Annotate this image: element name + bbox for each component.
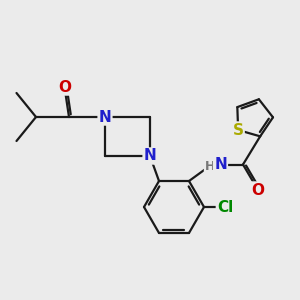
Text: H: H — [205, 160, 215, 172]
Text: N: N — [99, 110, 111, 124]
Text: O: O — [251, 182, 265, 197]
Text: O: O — [58, 80, 71, 94]
Text: Cl: Cl — [217, 200, 233, 214]
Text: S: S — [232, 122, 244, 137]
Text: N: N — [214, 157, 227, 172]
Text: N: N — [144, 148, 156, 164]
